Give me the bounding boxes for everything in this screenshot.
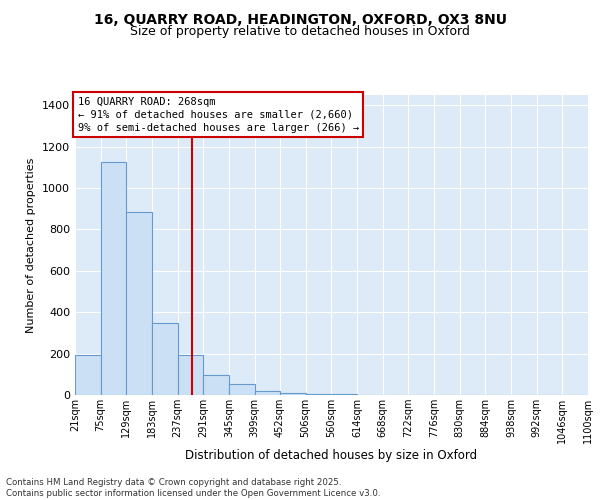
Bar xyxy=(280,392,305,395)
Bar xyxy=(229,384,255,395)
X-axis label: Distribution of detached houses by size in Oxford: Distribution of detached houses by size … xyxy=(185,448,478,462)
Bar xyxy=(101,162,127,395)
Bar xyxy=(178,354,203,395)
Bar xyxy=(152,322,178,395)
Bar xyxy=(255,391,280,395)
Text: Contains HM Land Registry data © Crown copyright and database right 2025.
Contai: Contains HM Land Registry data © Crown c… xyxy=(6,478,380,498)
Text: Size of property relative to detached houses in Oxford: Size of property relative to detached ho… xyxy=(130,25,470,38)
Bar xyxy=(331,394,357,395)
Bar xyxy=(203,376,229,395)
Y-axis label: Number of detached properties: Number of detached properties xyxy=(26,158,37,332)
Text: 16, QUARRY ROAD, HEADINGTON, OXFORD, OX3 8NU: 16, QUARRY ROAD, HEADINGTON, OXFORD, OX3… xyxy=(94,12,506,26)
Bar xyxy=(75,354,101,395)
Text: 16 QUARRY ROAD: 268sqm
← 91% of detached houses are smaller (2,660)
9% of semi-d: 16 QUARRY ROAD: 268sqm ← 91% of detached… xyxy=(77,96,359,133)
Bar xyxy=(305,394,331,395)
Bar xyxy=(127,212,152,395)
